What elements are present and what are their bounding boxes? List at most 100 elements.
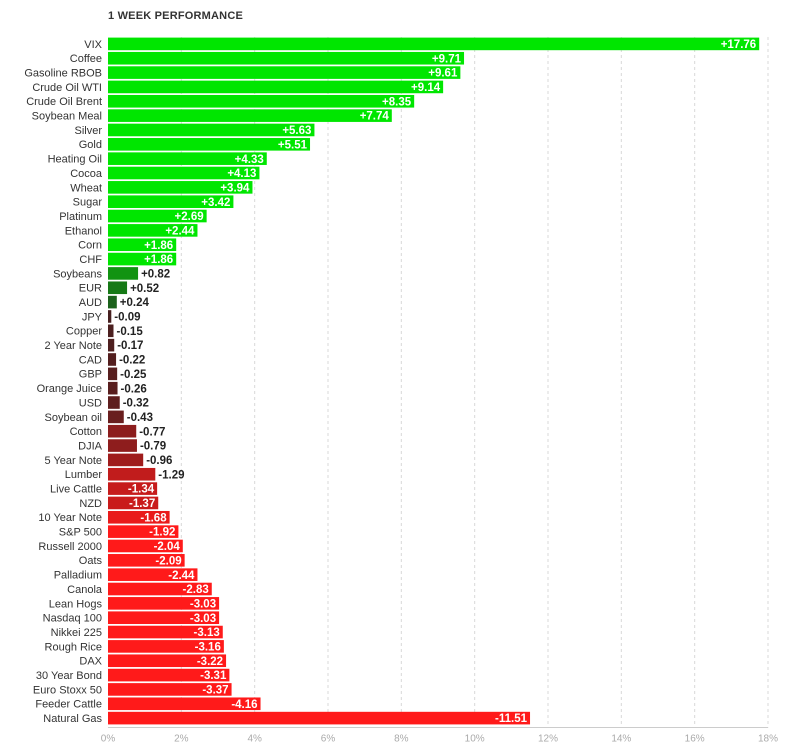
value-label: +2.44 xyxy=(165,225,195,237)
grid-layer xyxy=(180,37,769,728)
x-tick-label: 12% xyxy=(538,734,558,745)
value-label: -1.37 xyxy=(129,498,155,510)
value-label: -0.79 xyxy=(140,441,166,453)
bar xyxy=(108,367,118,381)
bar xyxy=(108,51,465,65)
category-label: JPY xyxy=(82,311,103,323)
bar xyxy=(108,209,207,223)
category-label: Cotton xyxy=(70,426,102,438)
value-label: +3.94 xyxy=(220,182,250,194)
x-tick-label: 18% xyxy=(758,734,778,745)
bar xyxy=(108,611,220,624)
bar xyxy=(108,195,234,208)
category-label: Soybeans xyxy=(53,268,102,280)
bar xyxy=(108,439,137,452)
bar xyxy=(108,554,185,567)
value-label: -3.22 xyxy=(197,656,223,668)
value-label: +0.82 xyxy=(141,269,170,281)
value-label: -2.83 xyxy=(183,584,209,596)
bar xyxy=(108,668,230,682)
value-label: -0.25 xyxy=(120,369,147,381)
value-label: +1.86 xyxy=(144,240,173,252)
bar xyxy=(108,510,170,524)
bar xyxy=(108,80,444,94)
bar xyxy=(108,697,261,711)
bar xyxy=(108,295,117,309)
bar xyxy=(108,410,124,424)
category-label: Feeder Cattle xyxy=(35,699,102,711)
bar xyxy=(108,640,224,653)
bar xyxy=(108,467,156,481)
bar xyxy=(108,582,212,596)
category-label: VIX xyxy=(84,39,102,51)
category-label: Ethanol xyxy=(65,225,102,237)
value-label: -2.09 xyxy=(155,555,181,567)
bar xyxy=(108,109,392,122)
x-tick-label: 0% xyxy=(101,734,116,745)
bar xyxy=(108,683,232,696)
value-label: +2.69 xyxy=(175,211,204,223)
bar xyxy=(108,396,120,409)
value-label: +17.76 xyxy=(721,39,757,51)
category-label: 5 Year Note xyxy=(45,455,103,467)
category-label: AUD xyxy=(79,297,102,309)
bar xyxy=(108,310,112,323)
category-label: Live Cattle xyxy=(50,483,102,495)
bar xyxy=(108,539,183,553)
category-label: Euro Stoxx 50 xyxy=(33,684,102,696)
bar xyxy=(108,525,179,538)
category-label: Soybean oil xyxy=(45,412,103,424)
value-label: +5.63 xyxy=(282,125,311,137)
bar xyxy=(108,152,267,165)
category-label: Lumber xyxy=(65,469,103,481)
label-layer: VIX +17.76 Coffee +9.71 Gasoline RBOB +9.61 Cr… xyxy=(24,39,756,725)
category-label: Orange Juice xyxy=(37,383,102,395)
value-label: -3.03 xyxy=(190,598,216,610)
category-label: DAX xyxy=(79,656,102,668)
value-label: -4.16 xyxy=(231,699,257,711)
category-label: Nikkei 225 xyxy=(51,627,102,639)
category-label: Oats xyxy=(79,555,103,567)
value-label: -0.26 xyxy=(121,383,147,395)
bar xyxy=(108,181,253,194)
value-label: -3.31 xyxy=(200,670,227,682)
value-label: -1.92 xyxy=(149,527,175,539)
value-label: -3.16 xyxy=(195,641,221,653)
x-tick-label: 8% xyxy=(394,734,409,745)
category-label: 30 Year Bond xyxy=(36,670,102,682)
bar xyxy=(108,568,198,581)
bar xyxy=(108,123,315,137)
category-label: Heating Oil xyxy=(48,154,102,166)
value-label: +4.13 xyxy=(227,168,256,180)
bar xyxy=(108,482,158,495)
value-label: +1.86 xyxy=(144,254,173,266)
value-label: -3.13 xyxy=(194,627,220,639)
bar xyxy=(108,238,177,252)
category-label: Gasoline RBOB xyxy=(24,67,102,79)
value-label: -0.15 xyxy=(117,326,144,338)
category-label: DJIA xyxy=(78,440,103,452)
bar xyxy=(108,597,220,610)
value-label: -0.43 xyxy=(127,412,153,424)
bar xyxy=(108,37,760,51)
category-label: Natural Gas xyxy=(43,713,102,725)
value-label: -1.29 xyxy=(158,469,184,481)
value-label: +5.51 xyxy=(278,139,308,151)
category-label: CAD xyxy=(79,354,102,366)
category-label: NZD xyxy=(79,498,102,510)
value-label: -0.32 xyxy=(123,398,149,410)
value-label: -0.17 xyxy=(117,340,143,352)
category-label: Platinum xyxy=(59,211,102,223)
bar xyxy=(108,166,260,180)
x-axis: 0% 2% 4% 6% 8% 10% 12% 14% 16% 18% xyxy=(101,727,778,745)
value-label: -3.03 xyxy=(190,613,216,625)
chart-title: 1 WEEK PERFORMANCE xyxy=(108,10,243,22)
bar xyxy=(108,66,461,79)
value-label: -2.44 xyxy=(168,570,195,582)
category-label: Crude Oil Brent xyxy=(26,96,102,108)
category-label: 10 Year Note xyxy=(38,512,102,524)
x-tick-label: 2% xyxy=(174,734,189,745)
value-label: +3.42 xyxy=(201,197,230,209)
category-label: Crude Oil WTI xyxy=(32,82,102,94)
